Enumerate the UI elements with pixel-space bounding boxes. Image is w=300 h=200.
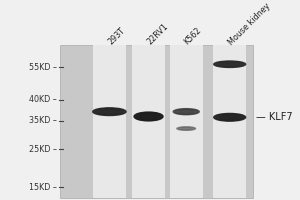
Ellipse shape (134, 112, 163, 121)
Ellipse shape (95, 108, 124, 115)
Ellipse shape (173, 109, 199, 115)
Ellipse shape (216, 114, 243, 121)
Ellipse shape (214, 113, 246, 121)
Ellipse shape (93, 108, 126, 116)
Text: 15KD –: 15KD – (29, 183, 57, 192)
Bar (93, 45, 126, 198)
Ellipse shape (216, 62, 243, 67)
Ellipse shape (220, 62, 239, 66)
Bar (213, 45, 246, 198)
Text: 293T: 293T (106, 26, 126, 47)
Ellipse shape (136, 113, 161, 120)
Text: 40KD –: 40KD – (29, 95, 57, 104)
Bar (169, 45, 203, 198)
Text: Mouse kidney: Mouse kidney (226, 1, 272, 47)
Ellipse shape (140, 114, 157, 119)
Text: — KLF7: — KLF7 (256, 112, 292, 122)
Ellipse shape (175, 109, 197, 114)
Ellipse shape (181, 127, 192, 130)
Text: 25KD –: 25KD – (29, 145, 57, 154)
Ellipse shape (99, 109, 119, 114)
Ellipse shape (220, 115, 239, 120)
Text: 35KD –: 35KD – (29, 116, 57, 125)
Text: 55KD –: 55KD – (29, 63, 57, 72)
Ellipse shape (178, 110, 194, 114)
Ellipse shape (178, 127, 194, 130)
Bar (60, 45, 253, 198)
Ellipse shape (177, 127, 196, 130)
Text: K562: K562 (183, 26, 203, 47)
Ellipse shape (214, 61, 246, 67)
Bar (132, 45, 165, 198)
Text: 22RV1: 22RV1 (145, 22, 170, 47)
